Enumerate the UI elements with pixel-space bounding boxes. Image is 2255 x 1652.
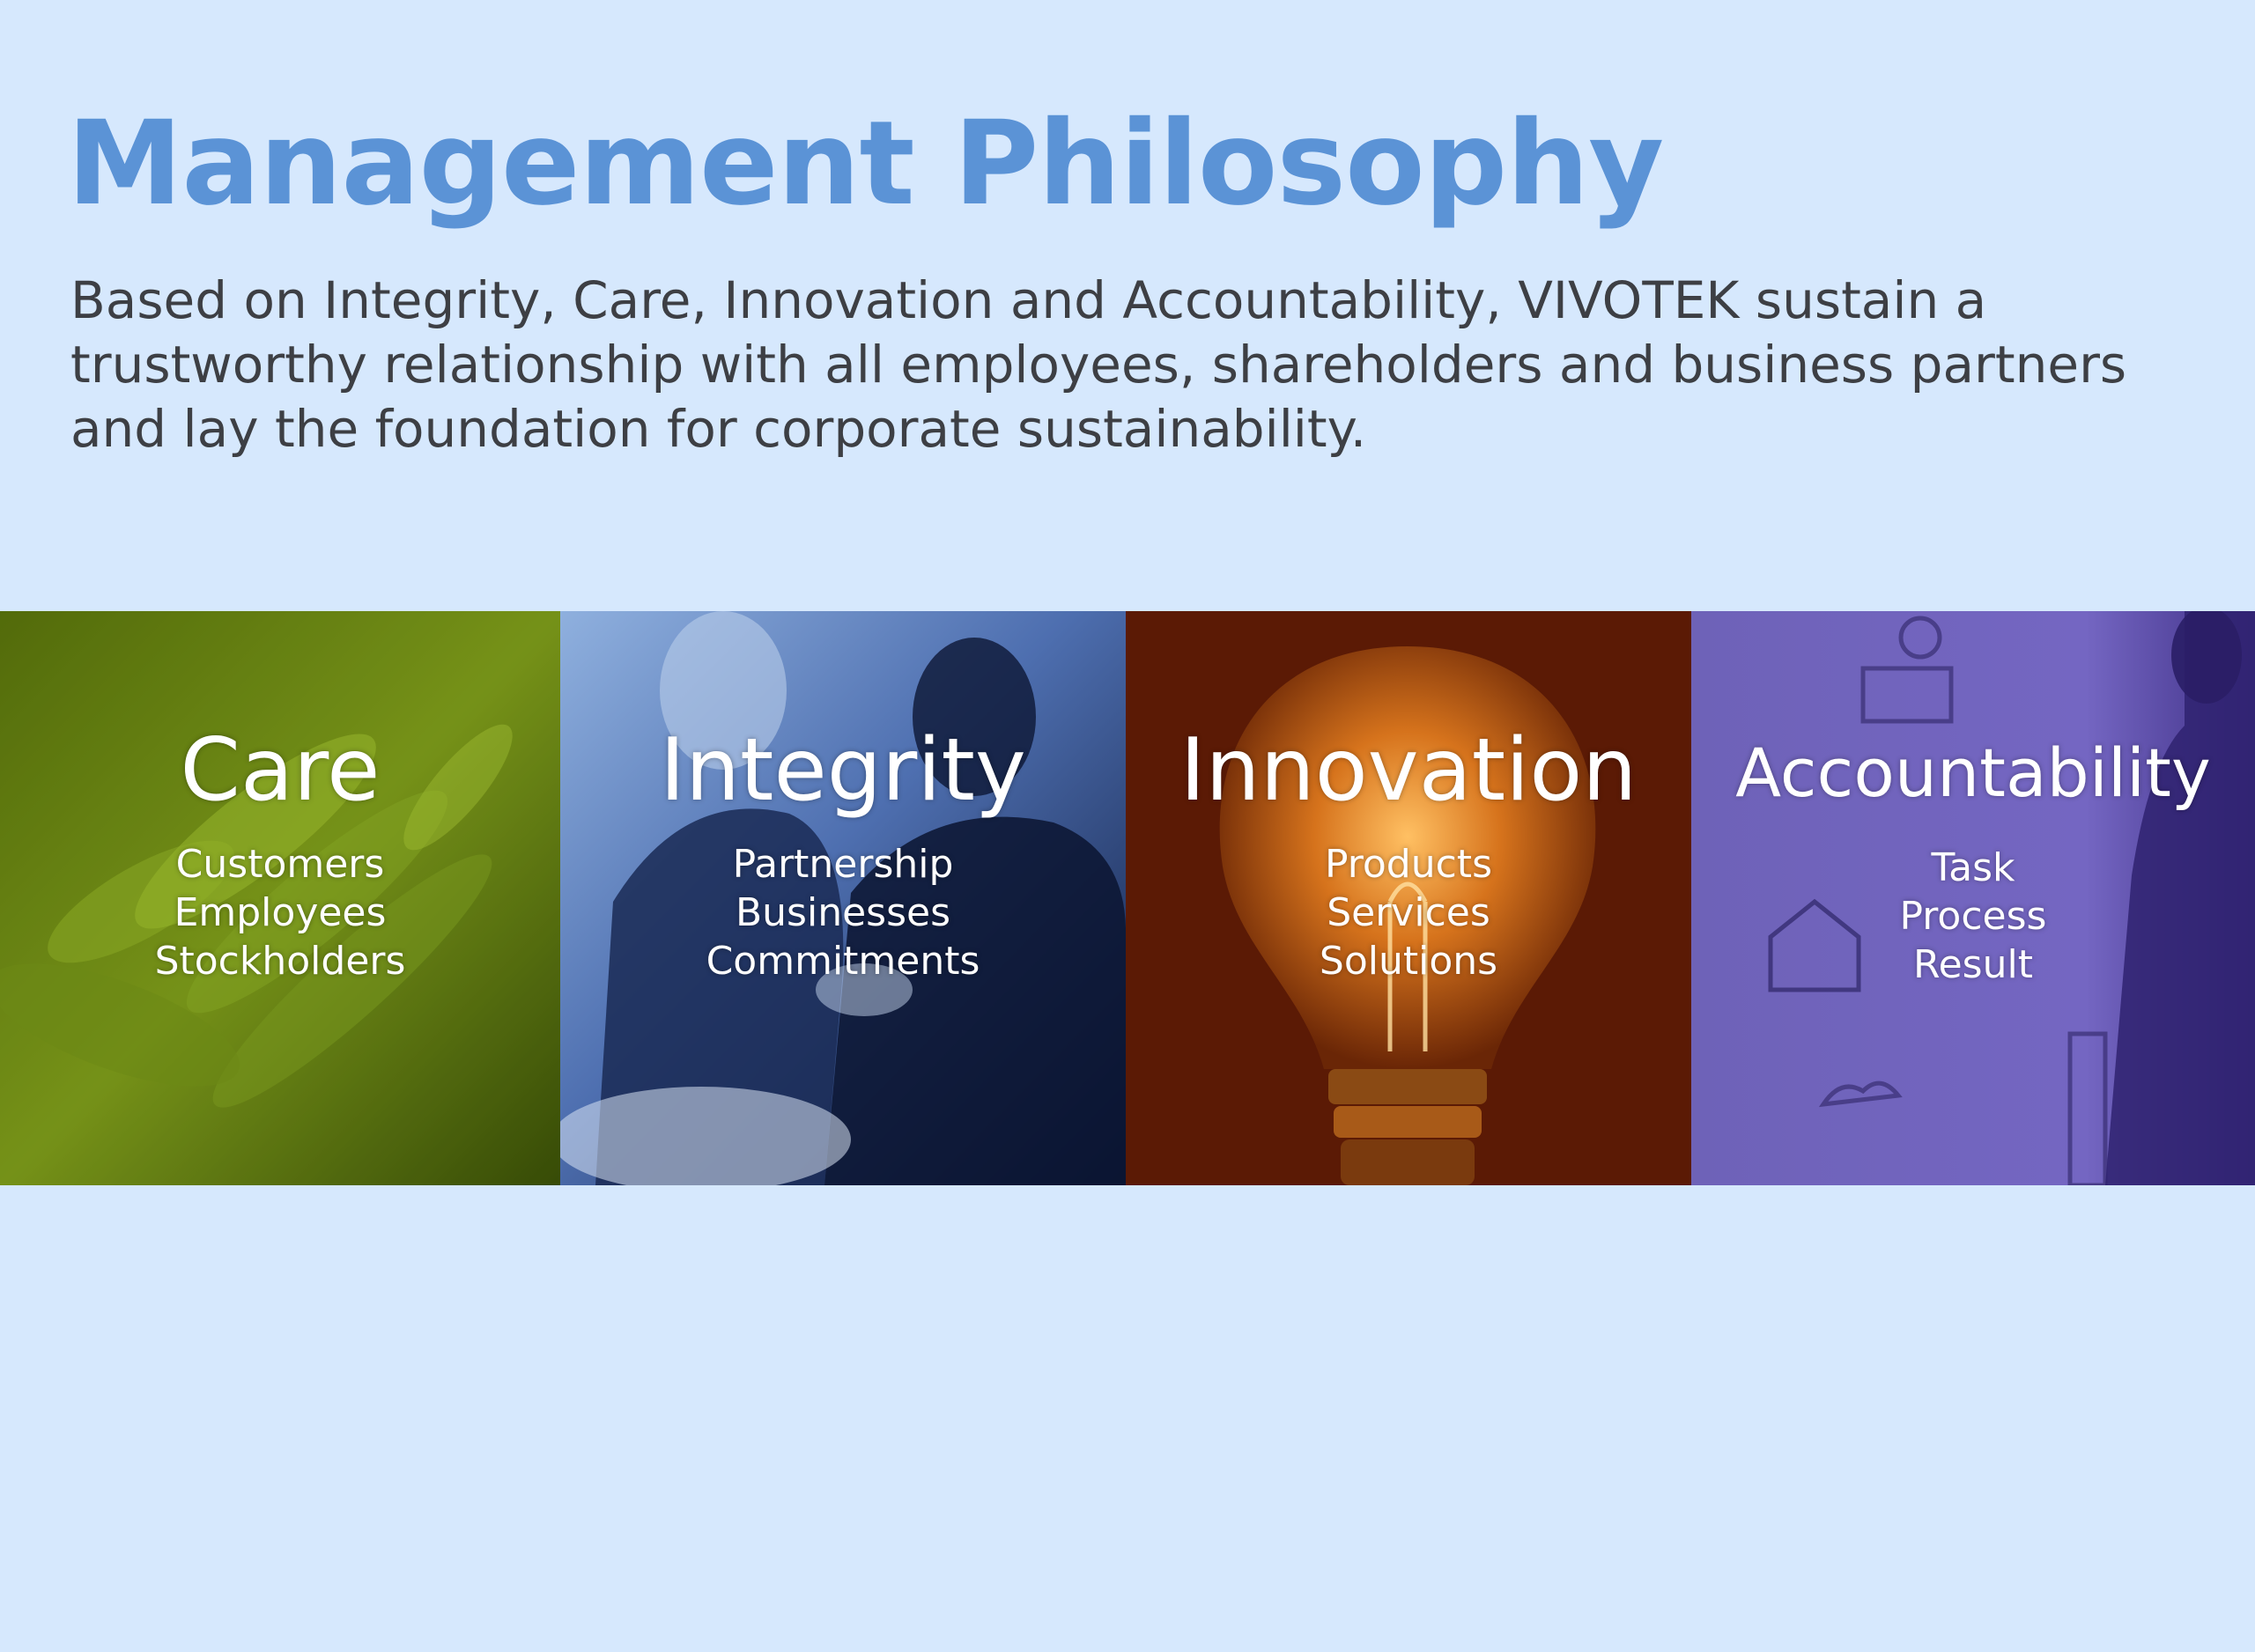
care-item-stockholders: Stockholders bbox=[154, 939, 406, 984]
integrity-item-businesses: Businesses bbox=[735, 890, 951, 935]
accountability-item-process: Process bbox=[1899, 894, 2047, 939]
care-items: Customers Employees Stockholders bbox=[0, 840, 560, 985]
care-item-employees: Employees bbox=[174, 890, 387, 935]
integrity-items: Partnership Businesses Commitments bbox=[560, 840, 1126, 985]
innovation-item-solutions: Solutions bbox=[1319, 939, 1498, 984]
business-handshake-photo bbox=[560, 611, 1126, 1185]
integrity-text: Integrity Partnership Businesses Commitm… bbox=[560, 727, 1126, 985]
integrity-item-commitments: Commitments bbox=[706, 939, 980, 984]
accountability-items: Task Process Result bbox=[1691, 844, 2255, 989]
accountability-heading: Accountability bbox=[1735, 734, 2211, 812]
value-panel-accountability: Accountability Task Process Result bbox=[1691, 611, 2255, 1185]
integrity-item-partnership: Partnership bbox=[732, 842, 954, 887]
philosophy-description: Based on Integrity, Care, Innovation and… bbox=[70, 270, 2127, 459]
care-heading: Care bbox=[180, 720, 381, 821]
care-item-customers: Customers bbox=[175, 842, 385, 887]
page-title: Management Philosophy bbox=[67, 96, 1664, 232]
value-panel-care: Care Customers Employees Stockholders bbox=[0, 611, 560, 1185]
innovation-items: Products Services Solutions bbox=[1126, 840, 1691, 985]
values-strip: Care Customers Employees Stockholders bbox=[0, 611, 2255, 1185]
innovation-item-services: Services bbox=[1327, 890, 1490, 935]
hands-stacked-photo bbox=[0, 611, 560, 1185]
glowing-light-bulb-photo bbox=[1126, 611, 1691, 1185]
innovation-text: Innovation Products Services Solutions bbox=[1126, 727, 1691, 985]
innovation-item-products: Products bbox=[1325, 842, 1492, 887]
accountability-item-result: Result bbox=[1913, 942, 2033, 987]
innovation-heading: Innovation bbox=[1179, 720, 1638, 821]
value-panel-integrity: Integrity Partnership Businesses Commitm… bbox=[560, 611, 1126, 1185]
businessman-at-sketch-board-photo bbox=[1691, 611, 2255, 1185]
care-text: Care Customers Employees Stockholders bbox=[0, 727, 560, 985]
value-panel-innovation: Innovation Products Services Solutions bbox=[1126, 611, 1691, 1185]
accountability-item-task: Task bbox=[1931, 845, 2015, 890]
accountability-text: Accountability Task Process Result bbox=[1691, 740, 2255, 989]
integrity-heading: Integrity bbox=[660, 720, 1026, 821]
